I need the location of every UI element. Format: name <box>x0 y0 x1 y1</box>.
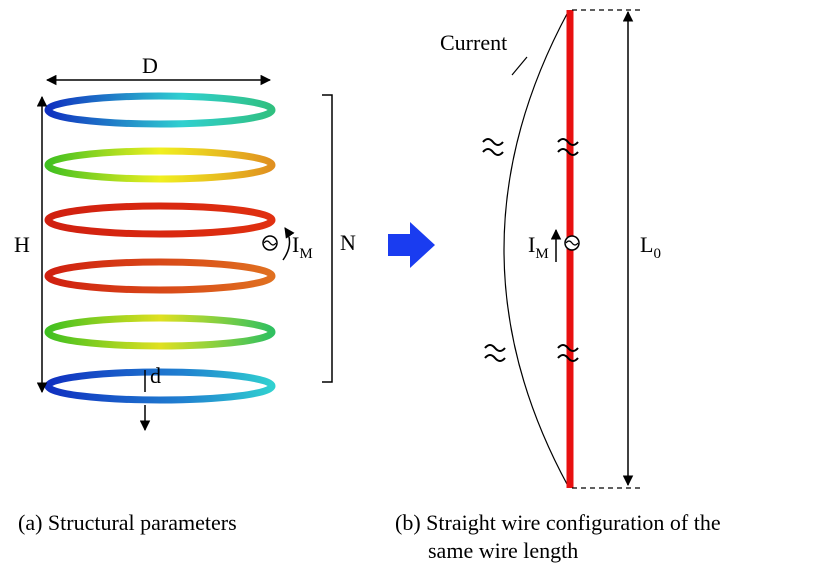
source-right-main: I <box>528 232 535 257</box>
diameter-label: D <box>142 53 158 78</box>
caption-a: (a) Structural parameters <box>18 510 237 535</box>
source-right-sub: M <box>535 246 548 262</box>
helix <box>44 92 276 404</box>
length-sub: 0 <box>653 246 661 262</box>
height-label: H <box>14 232 30 257</box>
current-distribution <box>503 11 569 487</box>
current-label: Current <box>440 30 507 55</box>
caption-b-line2: same wire length <box>428 538 578 563</box>
current-arrow-left <box>282 227 295 261</box>
length-guides <box>572 9 642 489</box>
source-right-label: IM <box>528 232 549 262</box>
current-pointer <box>511 56 528 76</box>
turns-label: N <box>340 230 356 255</box>
source-left-sub: M <box>299 246 312 262</box>
break-marks <box>482 138 579 362</box>
source-left-wave <box>263 240 277 246</box>
length-main: L <box>640 232 653 257</box>
source-left-label: IM <box>292 232 313 262</box>
length-label: L0 <box>640 232 661 262</box>
source-right-wave <box>565 240 579 246</box>
caption-b-line1: (b) Straight wire configuration of the <box>395 510 721 535</box>
turns-bracket <box>322 94 333 383</box>
wire-diameter-label: d <box>150 363 161 388</box>
transform-arrow <box>388 222 435 268</box>
source-left-main: I <box>292 232 299 257</box>
